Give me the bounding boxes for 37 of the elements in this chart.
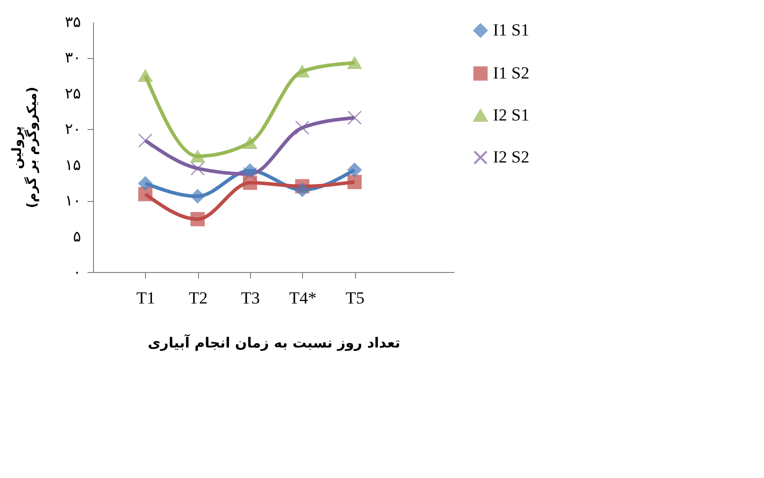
point [295,182,310,197]
point [242,176,258,190]
x-tick-label: T2 [188,288,208,308]
y-tick-label: ۳۰ [64,48,81,67]
point [138,176,152,191]
y-tick-label: ۱۰ [64,192,81,210]
legend-label: I2 S2 [493,148,530,166]
y-tick-label: ۲۵ [64,84,81,102]
point [242,163,258,178]
x-tick-label: T5 [346,288,365,308]
point [347,162,362,177]
legend-label: I1 S2 [493,64,530,82]
point [242,136,258,149]
y-tick-label: ۰ [72,263,81,281]
point [347,110,362,125]
point [190,189,205,204]
y-axis-title: پرولین (میکروگرم بر گرم) [10,86,40,208]
y-tick-label: ۲۰ [64,120,81,138]
point [138,187,152,202]
y-tick-label: ۳۵ [64,13,81,31]
point [295,65,310,78]
legend-label: I1 S1 [493,20,530,40]
point [138,133,152,148]
point [138,69,152,82]
x-tick-label: T4* [289,288,316,308]
point [347,56,362,69]
x-tick-label: T1 [136,288,156,308]
y-tick-label: ۱۵ [64,156,81,174]
point [190,212,205,226]
x-axis-title: تعداد روز نسبت به زمان انجام آبیاری [148,334,400,352]
point [347,174,362,190]
x-tick-label: T3 [241,288,260,308]
y-tick-label: ۵ [72,227,81,246]
point [295,120,310,135]
legend-label: I2 S1 [493,106,530,124]
point [190,150,205,163]
point [190,161,205,176]
